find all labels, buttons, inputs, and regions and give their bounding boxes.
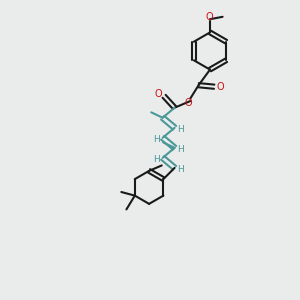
- Text: H: H: [154, 155, 160, 164]
- Text: O: O: [155, 89, 163, 99]
- Text: H: H: [154, 135, 160, 144]
- Text: H: H: [177, 165, 184, 174]
- Text: H: H: [177, 125, 184, 134]
- Text: H: H: [177, 145, 184, 154]
- Text: O: O: [206, 12, 214, 22]
- Text: O: O: [184, 98, 192, 109]
- Text: O: O: [216, 82, 224, 92]
